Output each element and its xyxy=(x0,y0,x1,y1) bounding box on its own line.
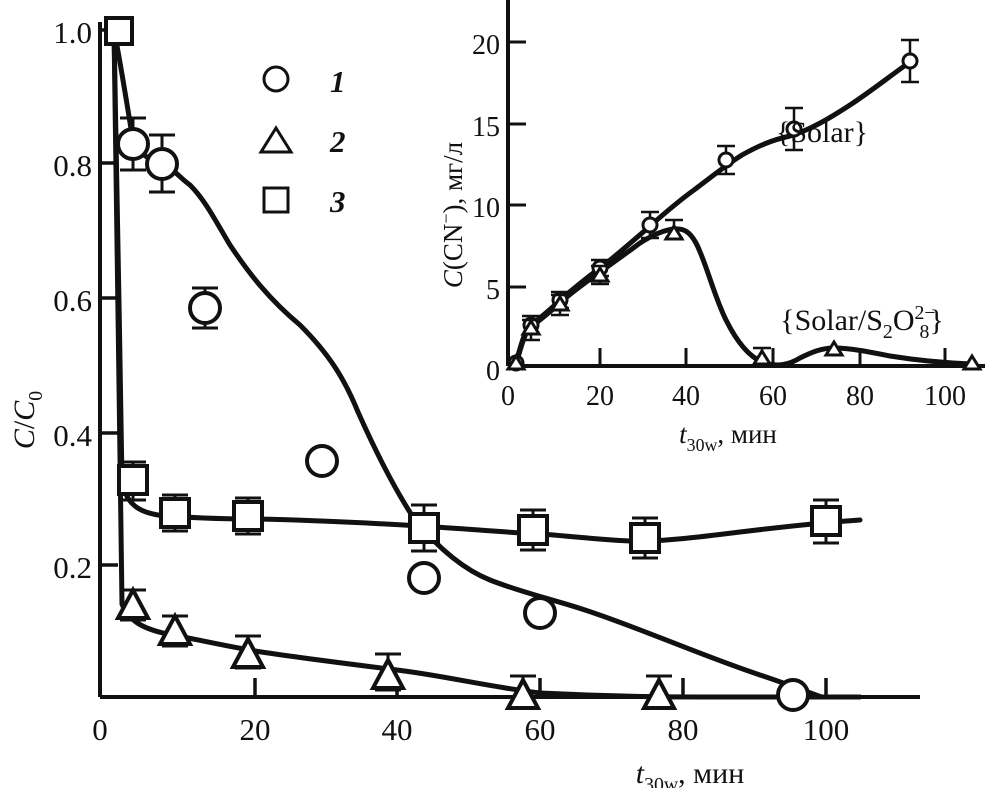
inset-ylabel-close: ), мг/л xyxy=(438,142,468,214)
main-ylabel-slash: / xyxy=(8,420,41,429)
annotation-sp-sub1: 2 xyxy=(883,321,893,343)
inset-annotation-solar-persulfate: {Solar/S2O2− 8} xyxy=(780,302,944,343)
main-ytick-labels: 1.0 0.8 0.6 0.4 0.2 xyxy=(53,15,92,585)
legend-label-2: 2 xyxy=(329,124,346,159)
main-xtick-labels: 0 20 40 60 80 100 xyxy=(92,712,849,747)
legend-square-icon xyxy=(262,186,290,214)
inset-markers-solar-persulfate xyxy=(505,218,983,371)
inset-xtick-40: 40 xyxy=(672,381,700,412)
main-xtick-20: 20 xyxy=(240,712,271,747)
inset-xtick-20: 20 xyxy=(586,381,614,412)
legend-label-3: 3 xyxy=(329,184,346,219)
inset-ytick-20: 20 xyxy=(472,30,500,61)
inset-ytick-10: 10 xyxy=(472,193,500,224)
main-ytick-0.6: 0.6 xyxy=(53,283,92,318)
svg-text:{Solar/S2O2−8}: {Solar/S2O2− 8} xyxy=(780,302,944,343)
main-markers-series-1 xyxy=(116,116,810,712)
inset-xtick-100: 100 xyxy=(924,381,966,412)
main-ylabel-zero: 0 xyxy=(25,391,47,401)
svg-text:t30w, мин: t30w, мин xyxy=(636,757,745,788)
main-ytick-1.0: 1.0 xyxy=(53,15,92,50)
main-ylabel-c: C xyxy=(8,428,41,449)
svg-text:t30w, мин: t30w, мин xyxy=(679,419,777,455)
main-ylabel-c0: C xyxy=(8,400,41,421)
annotation-sp-pre: {Solar/S xyxy=(780,304,883,337)
inset-ylabel-c: C xyxy=(438,269,468,288)
main-xtick-80: 80 xyxy=(668,712,699,747)
legend-circle-icon xyxy=(262,65,290,93)
annotation-sp-sub2: 8 xyxy=(920,321,930,343)
inset-ytick-labels: 20 15 10 5 0 xyxy=(472,30,500,387)
legend-label-1: 1 xyxy=(330,64,346,99)
inset-ylabel-sup: − xyxy=(436,214,456,224)
main-series-2 xyxy=(111,27,863,700)
annotation-sp-mid: O xyxy=(893,304,915,337)
annotation-sp-sup: 2− xyxy=(914,302,935,324)
inset-ylabel-open: (CN xyxy=(438,224,468,271)
annotation-sp-post: } xyxy=(929,304,943,337)
svg-text:C/C0: C/C0 xyxy=(8,391,47,449)
main-markers-series-2 xyxy=(114,585,678,710)
main-xtick-100: 100 xyxy=(803,712,850,747)
inset-ytick-5: 5 xyxy=(486,275,500,306)
main-ylabel: C/C0 xyxy=(8,391,47,449)
inset-ylabel: C(CN−), мг/л xyxy=(436,142,468,288)
inset-xlabel-t: t xyxy=(679,419,688,449)
main-xlabel: t30w, мин xyxy=(636,757,745,788)
inset-xlabel-rest: , мин xyxy=(717,419,776,449)
main-series-1 xyxy=(111,27,825,700)
main-xlabel-rest: , мин xyxy=(678,757,744,788)
main-ytick-0.4: 0.4 xyxy=(53,418,92,453)
main-ytick-0.2: 0.2 xyxy=(53,550,92,585)
inset-xtick-60: 60 xyxy=(759,381,787,412)
main-xlabel-t: t xyxy=(636,757,645,788)
main-markers-series-3 xyxy=(104,16,842,560)
inset-xtick-labels: 0 20 40 60 80 100 xyxy=(501,381,966,412)
main-xlabel-sub: 30w xyxy=(644,774,679,788)
inset-xlabel-sub: 30w xyxy=(687,435,718,455)
legend-triangle-icon xyxy=(258,125,294,154)
inset-annotation-solar: {Solar} xyxy=(776,116,868,149)
main-ytick-0.8: 0.8 xyxy=(53,148,92,183)
main-xtick-0: 0 xyxy=(92,712,108,747)
inset-series-solar-persulfate xyxy=(513,226,975,368)
inset-xlabel: t30w, мин xyxy=(679,419,777,455)
annotation-solar-label: {Solar} xyxy=(776,116,868,149)
inset-xtick-80: 80 xyxy=(846,381,874,412)
main-xtick-60: 60 xyxy=(525,712,556,747)
main-legend: 1 2 3 xyxy=(258,64,346,219)
main-xtick-40: 40 xyxy=(382,712,413,747)
inset-ytick-0: 0 xyxy=(486,356,500,387)
inset-xtick-0: 0 xyxy=(501,381,515,412)
inset-ytick-15: 15 xyxy=(472,112,500,143)
svg-text:C(CN−), мг/л: C(CN−), мг/л xyxy=(436,142,468,288)
